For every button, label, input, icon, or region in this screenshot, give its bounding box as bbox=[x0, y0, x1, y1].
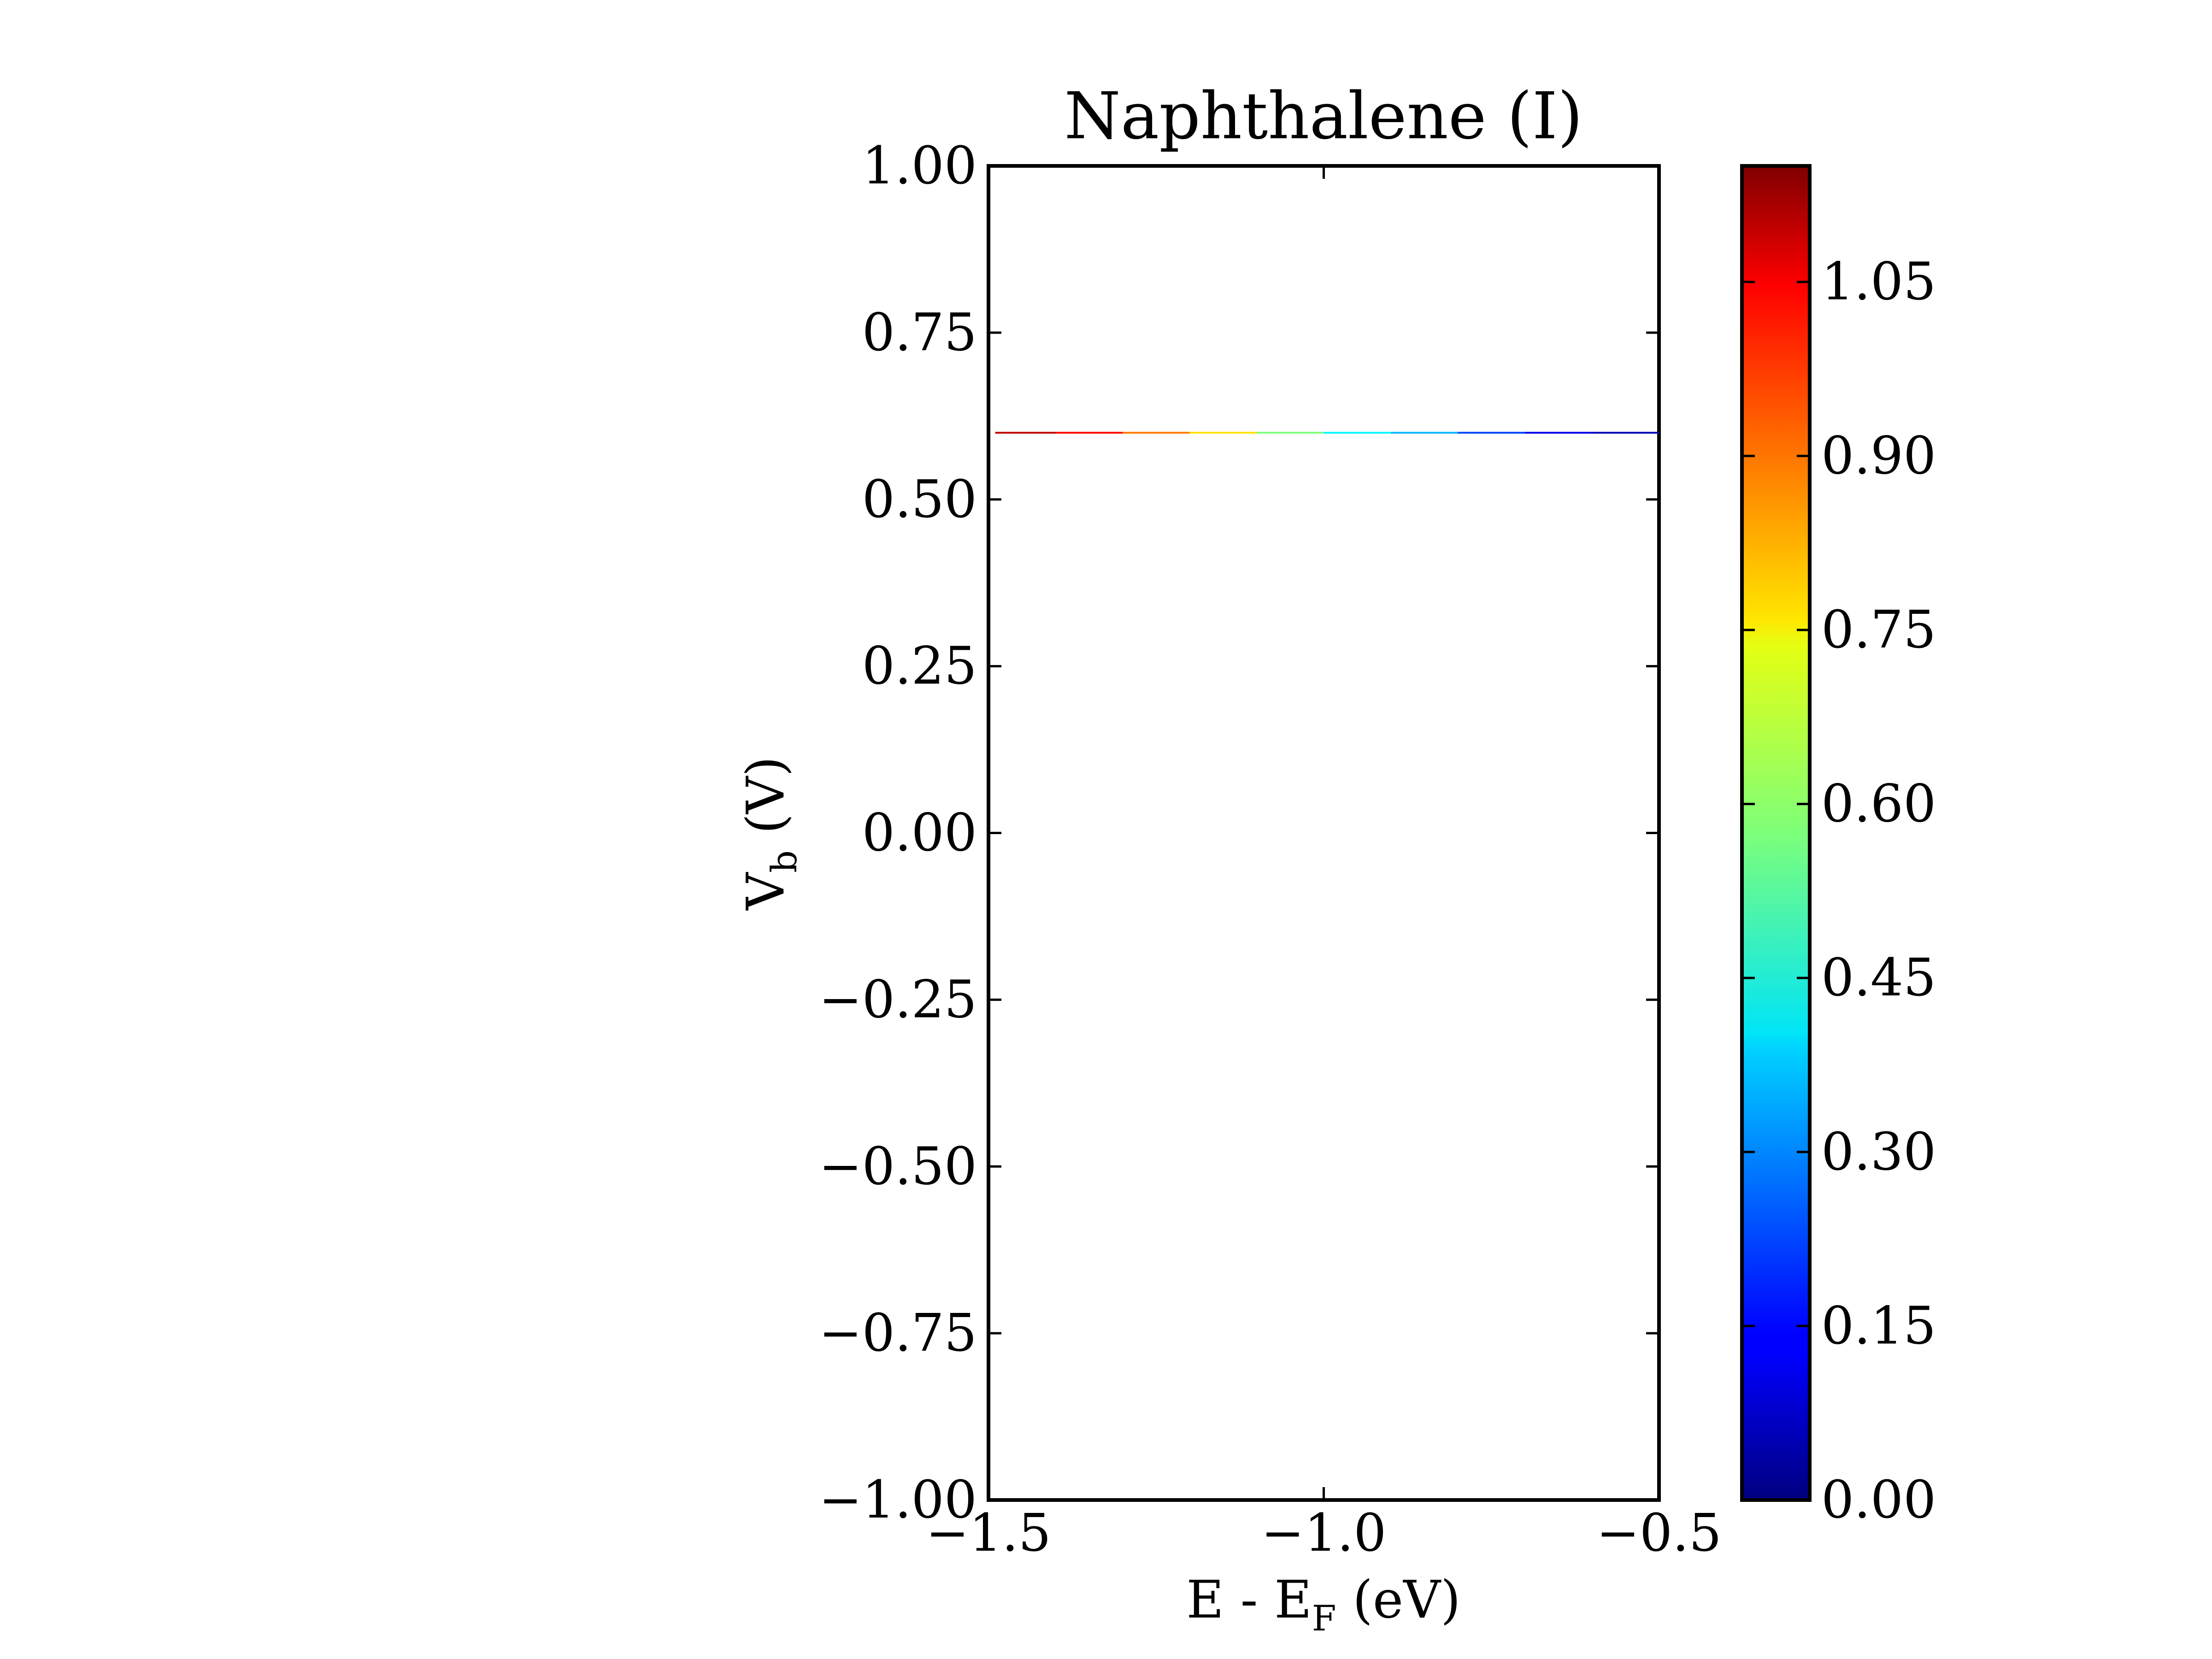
y-tick-label: 1.00 bbox=[862, 136, 977, 196]
colorbar-gradient bbox=[1740, 164, 1812, 1502]
x-tick-label: −1.5 bbox=[926, 1503, 1051, 1563]
plot-area: 1.00 0.75 0.50 0.25 0.00 −0.25 −0.50 −0.75 −1.00… bbox=[819, 136, 1722, 1563]
y-tick-label: 0.75 bbox=[862, 303, 977, 363]
colorbar: 0.00 0.15 0.30 0.45 0.60 0.75 0.90 1.05 bbox=[1740, 164, 1936, 1530]
y-axis-label: Vb (V) bbox=[736, 756, 805, 911]
colorbar-tick-label: 0.45 bbox=[1821, 948, 1936, 1008]
y-tick-label: 0.25 bbox=[862, 636, 977, 696]
colorbar-tick-label: 0.75 bbox=[1821, 600, 1936, 660]
y-axis-ticks: 1.00 0.75 0.50 0.25 0.00 −0.25 −0.50 −0.75 −1.00 bbox=[819, 136, 1659, 1530]
colorbar-tick-label: 0.30 bbox=[1821, 1122, 1936, 1182]
chart-title: Naphthalene (I) bbox=[1064, 79, 1583, 154]
y-tick-label: 0.00 bbox=[862, 803, 977, 863]
colorbar-tick-label: 0.90 bbox=[1821, 426, 1936, 486]
colorbar-tick-label: 0.60 bbox=[1821, 774, 1936, 834]
colorbar-tick-label: 0.15 bbox=[1821, 1296, 1936, 1356]
colorbar-tick-label: 1.05 bbox=[1821, 252, 1936, 312]
x-axis-ticks: −1.5 −1.0 −0.5 bbox=[926, 166, 1722, 1563]
y-tick-label: −0.25 bbox=[819, 970, 977, 1030]
plot-frame bbox=[987, 164, 1661, 1502]
y-tick-label: −1.00 bbox=[819, 1470, 977, 1530]
y-tick-label: −0.50 bbox=[819, 1136, 977, 1196]
colorbar-ticks: 0.00 0.15 0.30 0.45 0.60 0.75 0.90 1.05 bbox=[1742, 252, 1936, 1530]
y-tick-label: −0.75 bbox=[819, 1303, 977, 1363]
colorbar-tick-label: 0.00 bbox=[1821, 1470, 1936, 1530]
x-axis-label: E - EF (eV) bbox=[1186, 1570, 1460, 1639]
y-tick-label: 0.50 bbox=[862, 470, 977, 529]
x-tick-label: −0.5 bbox=[1596, 1503, 1722, 1563]
x-tick-label: −1.0 bbox=[1261, 1503, 1387, 1563]
